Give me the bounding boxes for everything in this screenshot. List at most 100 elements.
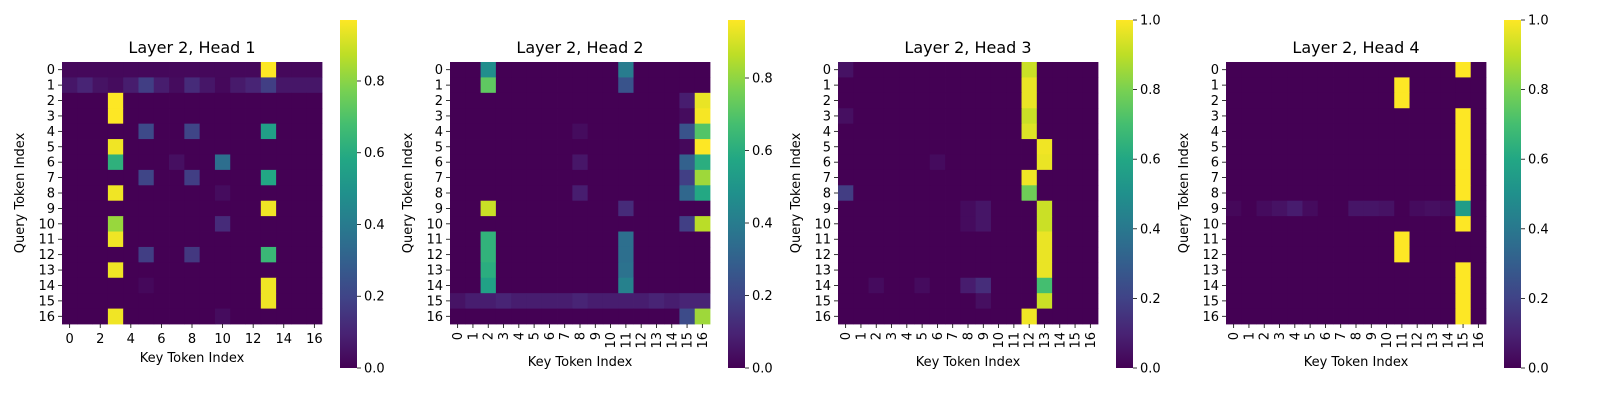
heatmap-cell[interactable] [276,200,292,217]
heatmap-cell[interactable] [480,262,497,279]
heatmap-cell[interactable] [1052,169,1068,186]
heatmap-cell[interactable] [450,62,466,78]
heatmap-cell[interactable] [511,262,527,279]
heatmap-cell[interactable] [214,293,231,309]
heatmap-cell[interactable] [62,92,78,109]
heatmap-cell[interactable] [945,154,961,171]
heatmap-cell[interactable] [572,277,589,294]
heatmap-cell[interactable] [306,92,323,109]
heatmap-cell[interactable] [245,62,262,78]
heatmap-cell[interactable] [633,77,650,94]
heatmap-cell[interactable] [1440,123,1456,140]
heatmap-cell[interactable] [1052,62,1068,78]
heatmap-cell[interactable] [1287,308,1303,325]
heatmap-cell[interactable] [450,216,466,232]
heatmap-cell[interactable] [853,308,869,325]
heatmap-cell[interactable] [214,231,231,248]
heatmap-cell[interactable] [1440,62,1456,78]
heatmap-cell[interactable] [899,277,915,294]
heatmap-cell[interactable] [975,92,992,109]
heatmap-cell[interactable] [123,277,139,294]
heatmap-cell[interactable] [975,231,992,248]
heatmap-cell[interactable] [480,92,497,109]
heatmap-cell[interactable] [679,123,696,140]
heatmap-cell[interactable] [914,216,931,232]
heatmap-cell[interactable] [245,154,262,171]
heatmap-cell[interactable] [480,246,497,263]
heatmap-cell[interactable] [260,123,277,140]
heatmap-cell[interactable] [306,185,323,202]
heatmap-cell[interactable] [214,262,231,279]
heatmap-cell[interactable] [679,293,696,309]
heatmap-cell[interactable] [495,62,512,78]
heatmap-cell[interactable] [975,77,992,94]
heatmap-cell[interactable] [664,62,680,78]
heatmap-cell[interactable] [214,154,231,171]
heatmap-cell[interactable] [1378,139,1395,155]
heatmap-cell[interactable] [169,185,185,202]
heatmap-cell[interactable] [1409,139,1426,155]
heatmap-cell[interactable] [975,139,992,155]
heatmap-cell[interactable] [929,185,946,202]
heatmap-cell[interactable] [572,185,589,202]
heatmap-cell[interactable] [602,92,619,109]
heatmap-cell[interactable] [1378,92,1395,109]
heatmap-cell[interactable] [62,169,78,186]
heatmap-cell[interactable] [694,62,711,78]
heatmap-cell[interactable] [1067,231,1084,248]
heatmap-cell[interactable] [633,293,650,309]
heatmap-cell[interactable] [1287,139,1303,155]
heatmap-cell[interactable] [107,154,124,171]
heatmap-cell[interactable] [153,185,170,202]
heatmap-cell[interactable] [853,92,869,109]
heatmap-cell[interactable] [853,262,869,279]
heatmap-cell[interactable] [107,185,124,202]
heatmap-cell[interactable] [214,277,231,294]
heatmap-cell[interactable] [495,92,512,109]
heatmap-cell[interactable] [199,216,216,232]
heatmap-cell[interactable] [184,139,201,155]
heatmap-cell[interactable] [1052,200,1068,217]
heatmap-cell[interactable] [1052,108,1068,125]
heatmap-cell[interactable] [184,293,201,309]
heatmap-cell[interactable] [1006,92,1022,109]
heatmap-cell[interactable] [929,154,946,171]
heatmap-cell[interactable] [306,293,323,309]
heatmap-cell[interactable] [1302,139,1319,155]
heatmap-cell[interactable] [945,92,961,109]
heatmap-cell[interactable] [92,123,109,140]
heatmap-cell[interactable] [1021,200,1038,217]
heatmap-cell[interactable] [694,169,711,186]
heatmap-cell[interactable] [1302,92,1319,109]
heatmap-cell[interactable] [602,185,619,202]
heatmap-cell[interactable] [480,308,497,325]
heatmap-cell[interactable] [960,308,977,325]
heatmap-cell[interactable] [1317,77,1334,94]
heatmap-cell[interactable] [1287,154,1303,171]
heatmap-cell[interactable] [306,246,323,263]
heatmap-cell[interactable] [587,77,604,94]
heatmap-cell[interactable] [138,123,155,140]
heatmap-cell[interactable] [838,139,854,155]
heatmap-cell[interactable] [230,169,246,186]
heatmap-cell[interactable] [214,92,231,109]
heatmap-cell[interactable] [1409,92,1426,109]
heatmap-cell[interactable] [990,123,1007,140]
heatmap-cell[interactable] [648,277,665,294]
heatmap-cell[interactable] [868,108,885,125]
heatmap-cell[interactable] [1006,185,1022,202]
heatmap-cell[interactable] [572,92,589,109]
heatmap-cell[interactable] [899,154,915,171]
heatmap-cell[interactable] [1317,216,1334,232]
heatmap-cell[interactable] [572,169,589,186]
heatmap-cell[interactable] [153,92,170,109]
heatmap-cell[interactable] [276,62,292,78]
heatmap-cell[interactable] [1317,262,1334,279]
heatmap-cell[interactable] [587,139,604,155]
heatmap-cell[interactable] [1021,92,1038,109]
heatmap-cell[interactable] [1424,139,1441,155]
heatmap-cell[interactable] [245,92,262,109]
heatmap-cell[interactable] [1424,185,1441,202]
heatmap-cell[interactable] [1378,216,1395,232]
heatmap-cell[interactable] [1378,62,1395,78]
